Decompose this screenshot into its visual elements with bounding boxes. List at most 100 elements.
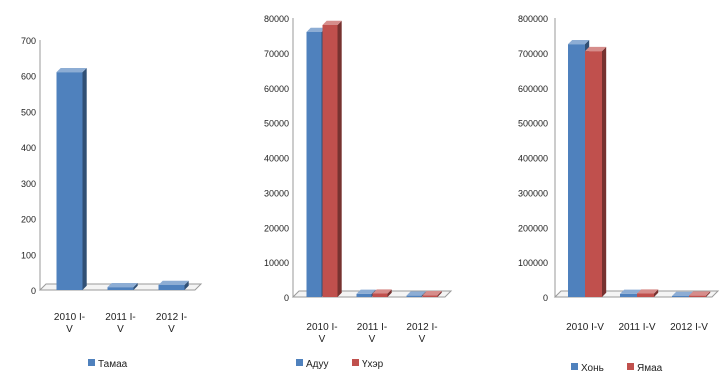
x-tick-label: 2010 I-V — [566, 322, 604, 333]
y-tick-label: 80000 — [264, 14, 289, 24]
bar-top — [637, 289, 659, 294]
x-tick-label: 2010 I- — [54, 312, 85, 323]
bar — [637, 289, 659, 297]
x-tick-label: 2012 I- — [156, 312, 187, 323]
bar — [689, 291, 711, 297]
bar-top — [158, 280, 189, 285]
y-tick-label: 30000 — [264, 188, 289, 198]
y-tick-label: 300000 — [518, 188, 548, 198]
bar-front — [422, 295, 438, 297]
bar-front — [56, 72, 83, 291]
bar-side — [602, 46, 607, 298]
bar — [56, 67, 87, 291]
y-tick-label: 500000 — [518, 119, 548, 129]
x-tick-label: 2010 I- — [306, 322, 337, 333]
chart-3: 0 100000 200000 300000 400000 500000 600000 700… — [518, 14, 720, 374]
legend-label: Тамаа — [98, 359, 128, 370]
y-tick-label: 200000 — [518, 223, 548, 233]
bar — [422, 291, 442, 297]
x-tick-label: 2011 I- — [357, 322, 387, 333]
x-tick-label: 2012 I- — [406, 322, 437, 333]
bar-top — [568, 39, 590, 45]
y-tick-label: 600000 — [518, 84, 548, 94]
legend-swatch — [627, 363, 634, 370]
legend-swatch — [88, 359, 95, 366]
legend-label: Үхэр — [362, 359, 384, 370]
bar-front — [568, 44, 585, 297]
bar — [158, 280, 189, 290]
bar-front — [306, 31, 322, 297]
bar-front — [107, 287, 134, 290]
bar-front — [585, 51, 602, 297]
legend-swatch — [352, 359, 359, 366]
bar — [322, 20, 342, 298]
bar-top — [372, 289, 392, 294]
bar-side — [654, 289, 659, 297]
bar-top — [672, 291, 694, 296]
bar-front — [322, 24, 338, 297]
x-tick-label: V — [319, 334, 326, 345]
y-tick-label: 100 — [21, 250, 36, 260]
bar — [372, 289, 392, 297]
bar-side — [437, 291, 442, 297]
bar-front — [672, 295, 689, 297]
y-tick-label: 800000 — [518, 14, 548, 24]
y-tick-label: 0 — [31, 286, 36, 296]
bar-top — [422, 291, 442, 296]
bar-front — [406, 295, 422, 297]
x-tick-label: 2011 I-V — [618, 322, 655, 333]
y-tick-label: 0 — [284, 293, 289, 303]
x-tick-label: V — [117, 324, 124, 335]
y-tick-label: 50000 — [264, 119, 289, 129]
legend-label: Хонь — [581, 363, 604, 374]
x-tick-label: 2012 I-V — [670, 322, 708, 333]
bar-front — [637, 293, 654, 297]
x-tick-label: V — [369, 334, 376, 345]
bar-top — [585, 46, 607, 52]
bar-top — [56, 67, 87, 73]
bar-side — [133, 282, 138, 290]
x-tick-label: V — [66, 324, 73, 335]
bar — [107, 282, 138, 290]
bar-side — [387, 289, 392, 297]
x-tick-label: 2011 I- — [105, 312, 135, 323]
bar-front — [356, 293, 372, 297]
y-tick-label: 500 — [21, 107, 36, 117]
y-tick-label: 10000 — [264, 258, 289, 268]
bar-front — [689, 295, 706, 297]
y-tick-label: 60000 — [264, 84, 289, 94]
bar-side — [82, 67, 87, 290]
x-tick-label: V — [168, 324, 175, 335]
y-tick-label: 200 — [21, 215, 36, 225]
y-tick-label: 600 — [21, 72, 36, 82]
y-tick-label: 20000 — [264, 223, 289, 233]
legend-swatch — [571, 363, 578, 370]
legend-label: Адуу — [306, 359, 329, 370]
bar-top — [356, 289, 376, 294]
legend-swatch — [296, 359, 303, 366]
legend-label: Ямаа — [637, 363, 663, 374]
x-tick-label: V — [419, 334, 426, 345]
bar-top — [306, 27, 326, 32]
y-tick-label: 700000 — [518, 49, 548, 59]
y-tick-label: 400000 — [518, 154, 548, 164]
bar-side — [184, 280, 189, 290]
bar-top — [322, 20, 342, 25]
y-tick-label: 300 — [21, 179, 36, 189]
y-tick-label: 0 — [543, 293, 548, 303]
y-tick-label: 100000 — [518, 258, 548, 268]
bar-top — [689, 291, 711, 296]
y-tick-label: 400 — [21, 143, 36, 153]
y-tick-label: 40000 — [264, 154, 289, 164]
bar-top — [107, 282, 138, 288]
bar-top — [620, 289, 642, 294]
bar-side — [337, 20, 342, 298]
bar — [585, 46, 607, 298]
bar-side — [706, 291, 711, 297]
chart-2: 0 10000 20000 30000 40000 50000 60000 70000 8000… — [264, 14, 453, 370]
bar-front — [620, 293, 637, 297]
y-tick-label: 700 — [21, 36, 36, 46]
bar-top — [406, 291, 426, 296]
